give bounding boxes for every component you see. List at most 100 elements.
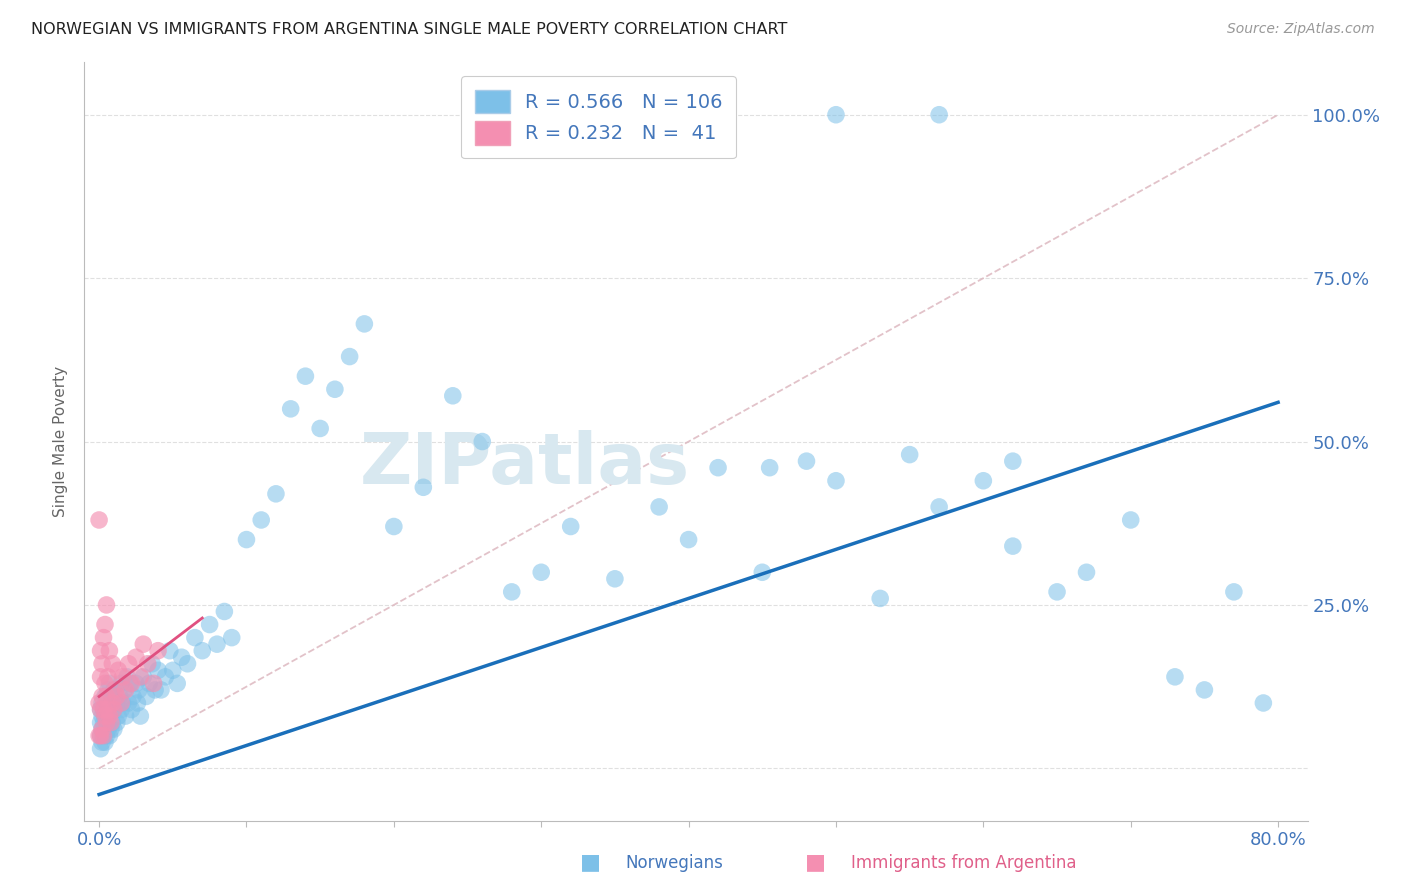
Point (323, 382, 346, 396)
Point (90, 702, 112, 716)
Point (678, 533, 700, 547)
Point (751, 566, 773, 580)
Point (198, 617, 221, 632)
Point (205, 637, 228, 651)
Point (96, 690, 118, 704)
Point (898, 448, 921, 462)
Point (117, 657, 139, 671)
Point (530, 566, 553, 580)
Point (501, 585, 523, 599)
Point (103, 682, 125, 697)
Point (114, 709, 136, 723)
Point (110, 676, 132, 690)
Point (101, 715, 124, 730)
Point (309, 421, 332, 435)
Point (96, 598, 118, 612)
Text: Immigrants from Argentina: Immigrants from Argentina (851, 855, 1076, 872)
Point (132, 637, 155, 651)
Point (101, 696, 124, 710)
Point (294, 369, 316, 384)
Point (382, 519, 405, 533)
Point (707, 460, 730, 475)
Point (93, 631, 115, 645)
Point (136, 657, 159, 671)
Text: Source: ZipAtlas.com: Source: ZipAtlas.com (1227, 22, 1375, 37)
Point (98, 702, 121, 716)
Point (141, 657, 163, 671)
Point (90, 643, 112, 657)
Point (121, 676, 143, 690)
Point (1194, 682, 1216, 697)
Point (90, 715, 112, 730)
Point (142, 676, 165, 690)
Point (111, 696, 134, 710)
Legend: R = 0.566   N = 106, R = 0.232   N =  41: R = 0.566 N = 106, R = 0.232 N = 41 (461, 76, 737, 159)
Point (91, 722, 114, 736)
Point (93, 702, 115, 716)
Point (100, 722, 122, 736)
Point (117, 696, 139, 710)
Point (112, 682, 135, 697)
Point (101, 690, 124, 704)
Point (125, 650, 148, 665)
Point (1119, 513, 1142, 527)
Point (90, 729, 112, 743)
Point (103, 702, 125, 716)
Point (103, 702, 125, 716)
Point (96, 715, 118, 730)
Point (97, 709, 120, 723)
Point (93, 715, 115, 730)
Point (87, 729, 110, 743)
Point (103, 722, 125, 736)
Text: ZIPatlas: ZIPatlas (360, 430, 690, 499)
Point (98, 676, 121, 690)
Point (1046, 585, 1069, 599)
Point (94, 735, 117, 749)
Point (94, 690, 117, 704)
Point (1253, 696, 1275, 710)
Point (928, 108, 950, 122)
Point (94, 709, 117, 723)
Point (170, 650, 193, 665)
Point (97, 670, 120, 684)
Y-axis label: Single Male Poverty: Single Male Poverty (53, 366, 69, 517)
Point (1164, 670, 1187, 684)
Point (191, 643, 214, 657)
Point (105, 696, 128, 710)
Point (104, 682, 127, 697)
Point (125, 676, 148, 690)
Point (155, 670, 177, 684)
Point (96, 715, 118, 730)
Point (98, 709, 121, 723)
Point (214, 605, 236, 619)
Point (132, 670, 155, 684)
Point (111, 670, 134, 684)
Point (648, 500, 671, 514)
Point (129, 709, 152, 723)
Point (1001, 539, 1024, 553)
Point (280, 401, 302, 416)
Point (107, 663, 129, 677)
Point (1223, 585, 1246, 599)
Point (94, 617, 117, 632)
Point (91, 690, 114, 704)
Point (97, 722, 120, 736)
Point (441, 389, 464, 403)
Point (90, 670, 112, 684)
Point (928, 500, 950, 514)
Point (91, 735, 114, 749)
Point (90, 729, 112, 743)
Point (96, 729, 118, 743)
Point (91, 696, 114, 710)
Point (146, 663, 169, 677)
Text: NORWEGIAN VS IMMIGRANTS FROM ARGENTINA SINGLE MALE POVERTY CORRELATION CHART: NORWEGIAN VS IMMIGRANTS FROM ARGENTINA S… (31, 22, 787, 37)
Point (94, 676, 117, 690)
Point (115, 670, 138, 684)
Point (339, 350, 361, 364)
Point (100, 696, 122, 710)
Point (796, 454, 818, 468)
Point (146, 643, 169, 657)
Point (135, 690, 157, 704)
Point (972, 474, 994, 488)
Point (162, 663, 184, 677)
